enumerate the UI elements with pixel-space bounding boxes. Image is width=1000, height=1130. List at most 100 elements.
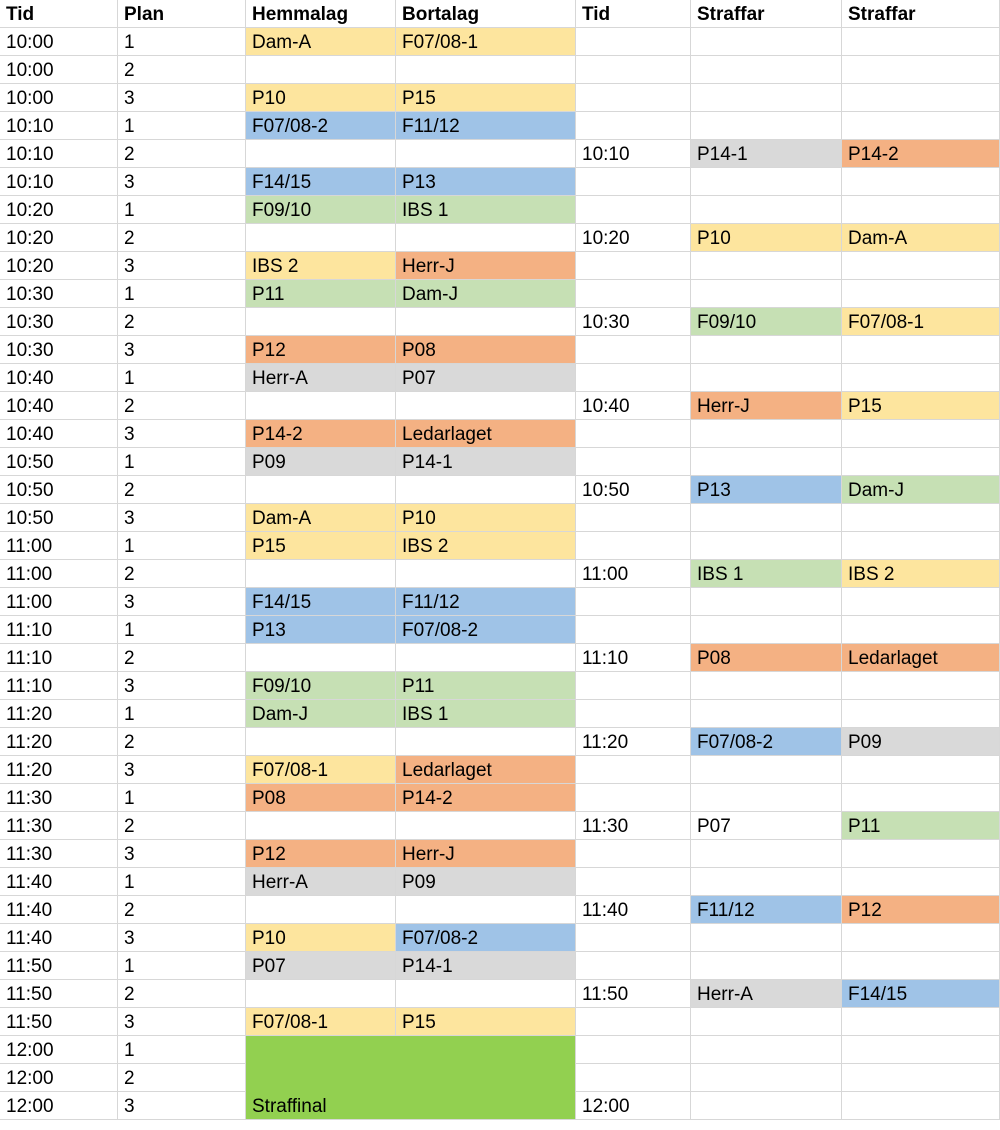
cell-straffar-1[interactable]: P07: [691, 812, 842, 840]
cell-hemmalag[interactable]: P15: [246, 532, 396, 560]
cell-straffar-1[interactable]: [691, 56, 842, 84]
cell-hemmalag[interactable]: [246, 56, 396, 84]
cell-straffar-2[interactable]: [842, 112, 1000, 140]
cell-straffar-1[interactable]: [691, 672, 842, 700]
cell-straffar-2[interactable]: [842, 532, 1000, 560]
straffinal-merged-cell[interactable]: Straffinal: [246, 1036, 576, 1120]
cell-straffar-1[interactable]: [691, 1064, 842, 1092]
cell-straffar-2[interactable]: F07/08-1: [842, 308, 1000, 336]
cell-straffar-2[interactable]: [842, 952, 1000, 980]
cell-plan[interactable]: 1: [118, 700, 246, 728]
cell-straffar-1[interactable]: [691, 504, 842, 532]
cell-tid-straff[interactable]: [576, 840, 691, 868]
cell-straffar-2[interactable]: [842, 28, 1000, 56]
cell-bortalag[interactable]: P07: [396, 364, 576, 392]
cell-tid-straff[interactable]: 11:40: [576, 896, 691, 924]
cell-straffar-2[interactable]: [842, 168, 1000, 196]
cell-tid[interactable]: 10:10: [0, 140, 118, 168]
cell-plan[interactable]: 2: [118, 392, 246, 420]
cell-straffar-2[interactable]: [842, 840, 1000, 868]
cell-hemmalag[interactable]: [246, 308, 396, 336]
cell-straffar-2[interactable]: Dam-A: [842, 224, 1000, 252]
cell-tid[interactable]: 11:20: [0, 756, 118, 784]
cell-tid[interactable]: 10:10: [0, 168, 118, 196]
cell-tid-straff[interactable]: [576, 532, 691, 560]
cell-plan[interactable]: 1: [118, 112, 246, 140]
header-straffar-1[interactable]: Straffar: [691, 0, 842, 28]
cell-tid-straff[interactable]: 11:10: [576, 644, 691, 672]
cell-straffar-2[interactable]: Ledarlaget: [842, 644, 1000, 672]
cell-bortalag[interactable]: F07/08-2: [396, 924, 576, 952]
cell-hemmalag[interactable]: P07: [246, 952, 396, 980]
cell-hemmalag[interactable]: [246, 728, 396, 756]
cell-plan[interactable]: 1: [118, 364, 246, 392]
cell-bortalag[interactable]: [396, 980, 576, 1008]
cell-plan[interactable]: 2: [118, 308, 246, 336]
cell-straffar-2[interactable]: P12: [842, 896, 1000, 924]
cell-tid-straff[interactable]: [576, 700, 691, 728]
cell-tid[interactable]: 10:00: [0, 56, 118, 84]
cell-straffar-1[interactable]: [691, 1008, 842, 1036]
cell-bortalag[interactable]: P09: [396, 868, 576, 896]
cell-tid-straff[interactable]: 12:00: [576, 1092, 691, 1120]
cell-tid[interactable]: 11:30: [0, 812, 118, 840]
header-straffar-2[interactable]: Straffar: [842, 0, 1000, 28]
cell-bortalag[interactable]: Herr-J: [396, 252, 576, 280]
cell-plan[interactable]: 2: [118, 1064, 246, 1092]
cell-tid-straff[interactable]: [576, 280, 691, 308]
cell-tid-straff[interactable]: [576, 1036, 691, 1064]
cell-tid[interactable]: 10:50: [0, 504, 118, 532]
cell-straffar-2[interactable]: P15: [842, 392, 1000, 420]
cell-straffar-1[interactable]: [691, 280, 842, 308]
cell-bortalag[interactable]: P15: [396, 84, 576, 112]
cell-straffar-1[interactable]: [691, 420, 842, 448]
cell-plan[interactable]: 2: [118, 644, 246, 672]
cell-straffar-2[interactable]: P09: [842, 728, 1000, 756]
cell-hemmalag[interactable]: P10: [246, 84, 396, 112]
cell-hemmalag[interactable]: [246, 140, 396, 168]
cell-tid-straff[interactable]: [576, 364, 691, 392]
cell-hemmalag[interactable]: [246, 224, 396, 252]
cell-straffar-1[interactable]: [691, 364, 842, 392]
cell-tid[interactable]: 11:50: [0, 1008, 118, 1036]
cell-tid[interactable]: 10:40: [0, 364, 118, 392]
cell-plan[interactable]: 2: [118, 812, 246, 840]
cell-bortalag[interactable]: P14-2: [396, 784, 576, 812]
cell-plan[interactable]: 3: [118, 504, 246, 532]
cell-plan[interactable]: 2: [118, 140, 246, 168]
cell-bortalag[interactable]: [396, 476, 576, 504]
cell-plan[interactable]: 2: [118, 224, 246, 252]
cell-straffar-1[interactable]: [691, 196, 842, 224]
cell-tid-straff[interactable]: 11:30: [576, 812, 691, 840]
cell-straffar-2[interactable]: [842, 56, 1000, 84]
cell-straffar-2[interactable]: [842, 924, 1000, 952]
cell-straffar-1[interactable]: [691, 924, 842, 952]
cell-hemmalag[interactable]: F09/10: [246, 196, 396, 224]
cell-hemmalag[interactable]: Dam-A: [246, 28, 396, 56]
cell-tid-straff[interactable]: [576, 756, 691, 784]
cell-plan[interactable]: 3: [118, 252, 246, 280]
cell-straffar-2[interactable]: [842, 616, 1000, 644]
cell-straffar-2[interactable]: [842, 1036, 1000, 1064]
cell-tid-straff[interactable]: 10:20: [576, 224, 691, 252]
cell-plan[interactable]: 2: [118, 560, 246, 588]
cell-tid[interactable]: 11:50: [0, 980, 118, 1008]
cell-straffar-2[interactable]: [842, 868, 1000, 896]
cell-straffar-1[interactable]: [691, 616, 842, 644]
cell-bortalag[interactable]: IBS 1: [396, 196, 576, 224]
cell-plan[interactable]: 1: [118, 196, 246, 224]
cell-tid-straff[interactable]: [576, 924, 691, 952]
cell-tid-straff[interactable]: [576, 448, 691, 476]
cell-straffar-2[interactable]: [842, 672, 1000, 700]
cell-hemmalag[interactable]: F07/08-1: [246, 756, 396, 784]
cell-straffar-1[interactable]: P13: [691, 476, 842, 504]
cell-bortalag[interactable]: IBS 1: [396, 700, 576, 728]
cell-bortalag[interactable]: [396, 392, 576, 420]
cell-hemmalag[interactable]: F14/15: [246, 168, 396, 196]
cell-bortalag[interactable]: [396, 140, 576, 168]
header-tid-straff[interactable]: Tid: [576, 0, 691, 28]
cell-tid-straff[interactable]: [576, 616, 691, 644]
cell-hemmalag[interactable]: F09/10: [246, 672, 396, 700]
cell-plan[interactable]: 2: [118, 896, 246, 924]
cell-plan[interactable]: 3: [118, 1092, 246, 1120]
